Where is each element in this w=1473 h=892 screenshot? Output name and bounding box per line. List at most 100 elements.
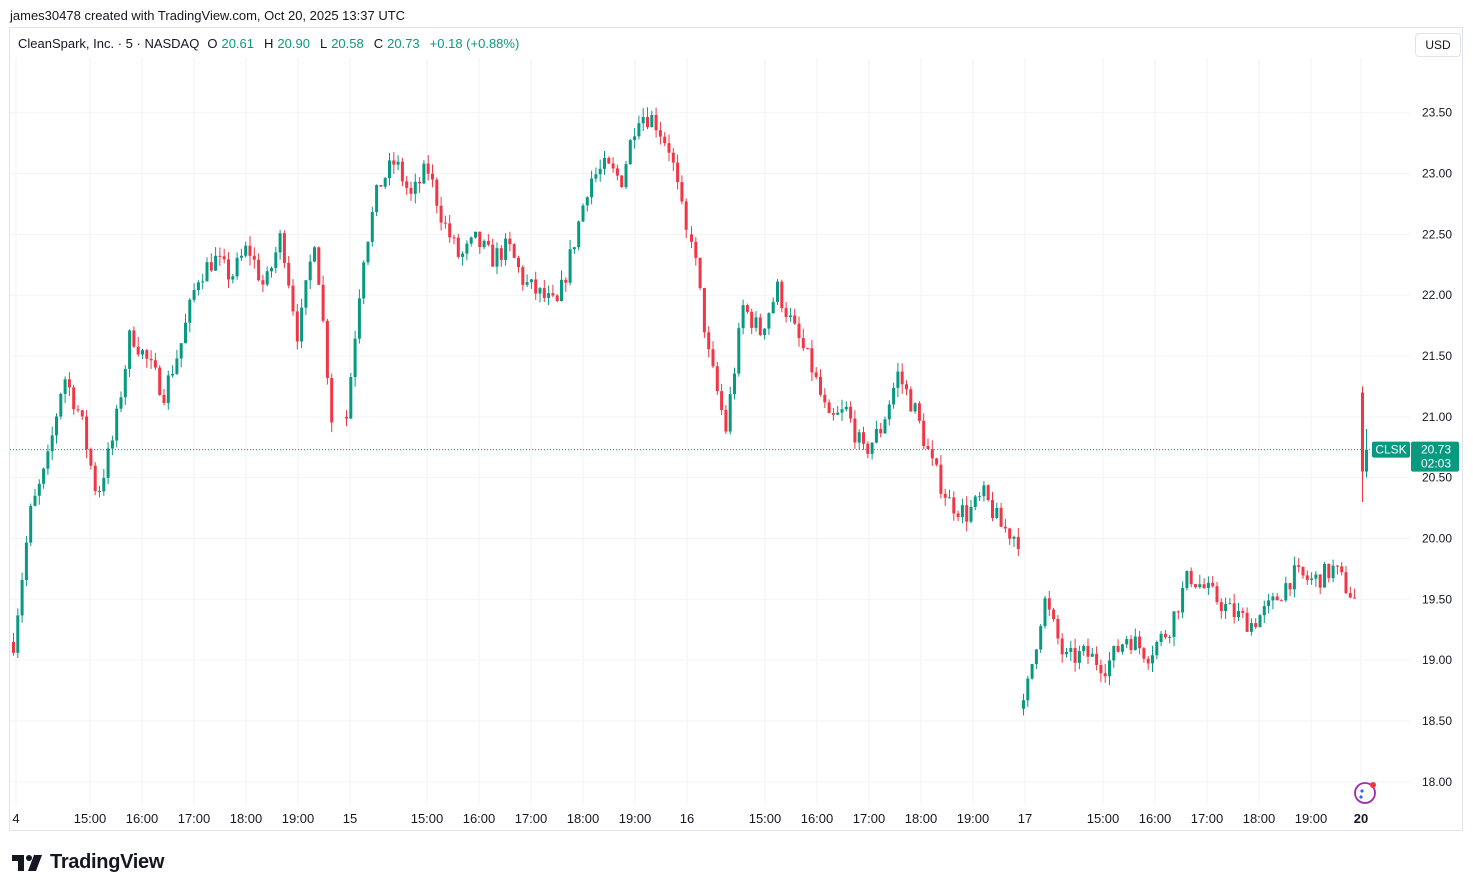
candle-body: [1194, 584, 1197, 588]
candle-body: [694, 241, 698, 258]
candle-body: [939, 464, 943, 494]
candle-body: [534, 279, 538, 294]
candle-body: [1090, 653, 1094, 657]
candle-body: [12, 641, 15, 653]
candle-body: [1003, 526, 1007, 529]
candle-body: [123, 368, 127, 398]
candle-body: [149, 358, 153, 361]
candle-body: [512, 244, 516, 258]
candle-body: [823, 394, 827, 403]
candle-body: [1198, 584, 1202, 588]
candle-body: [396, 161, 400, 165]
time-axis[interactable]: 4 15:00 16:00 17:00 18:00 19:00 15 15:00 16:00 17…: [12, 811, 1368, 826]
candle-body: [1323, 563, 1326, 588]
candle-body: [745, 305, 749, 312]
candle-body: [538, 288, 542, 294]
candle-body: [733, 373, 736, 395]
candle-body: [690, 234, 693, 242]
candle-body: [132, 330, 136, 347]
candle-body: [930, 449, 934, 459]
candle-body: [1052, 609, 1056, 619]
candle-body: [853, 418, 857, 443]
candle-body: [1202, 584, 1206, 588]
candle-body: [581, 205, 585, 222]
candle-body: [110, 440, 114, 449]
candle-body: [637, 123, 641, 137]
time-tick-label: 17:00: [515, 811, 548, 826]
candle-body: [879, 428, 883, 434]
time-tick-label: 19:00: [619, 811, 652, 826]
candle-body: [366, 241, 370, 263]
time-tick-label: 18:00: [567, 811, 600, 826]
candle-body: [291, 285, 295, 312]
price-tick-label: 20.50: [1422, 471, 1452, 485]
candle-body: [827, 402, 831, 414]
candle-body: [499, 248, 503, 260]
price-tick-label: 19.00: [1422, 653, 1452, 667]
candle-body: [1258, 615, 1262, 628]
candle-body: [1254, 623, 1258, 628]
candle-body: [1065, 651, 1068, 655]
candle-body: [982, 485, 986, 497]
candle-body: [504, 238, 508, 260]
candle-body: [158, 367, 162, 396]
price-tick-label: 23.00: [1422, 167, 1452, 181]
sparkle-assistant-icon[interactable]: [1354, 782, 1376, 804]
candle-body: [952, 497, 956, 514]
time-tick-label: 18:00: [230, 811, 263, 826]
candle-body: [900, 371, 904, 385]
candle-body: [231, 276, 235, 280]
candle-body: [521, 267, 525, 285]
candle-body: [1034, 649, 1038, 665]
candle-body: [409, 187, 413, 194]
candle-body: [973, 496, 977, 507]
open-value: 20.61: [221, 36, 255, 51]
candle-body: [763, 328, 767, 336]
candle-body: [153, 360, 157, 368]
candle-body: [948, 497, 951, 499]
candle-body: [870, 442, 874, 454]
price-axis[interactable]: 18.00 18.50 19.00 19.50 20.00 20.50 21.00 21.50…: [1422, 106, 1452, 789]
candle-body: [1155, 641, 1159, 656]
candle-body: [72, 387, 76, 410]
candles: [12, 107, 1368, 716]
candle-body: [1314, 574, 1318, 579]
candle-body: [1069, 648, 1073, 652]
candle-body: [345, 416, 348, 419]
time-tick-label: 19:00: [957, 811, 990, 826]
candle-body: [261, 280, 265, 285]
candle-body: [508, 238, 512, 245]
candle-body: [1249, 623, 1253, 632]
currency-button[interactable]: USD: [1415, 33, 1461, 57]
bar-countdown-label: 02:03: [1421, 457, 1451, 471]
candle-body: [461, 253, 465, 257]
candle-body: [810, 348, 814, 373]
candle-body: [628, 140, 632, 165]
candle-body: [252, 255, 256, 260]
candle-body: [684, 201, 688, 230]
candle-body: [357, 298, 361, 339]
candle-body: [278, 233, 282, 253]
candle-body: [943, 493, 947, 498]
close-value: 20.73: [387, 36, 420, 51]
candle-body: [525, 282, 529, 285]
candle-body: [663, 136, 667, 144]
symbol-description[interactable]: CleanSpark, Inc. · 5 · NASDAQ: [18, 36, 200, 51]
time-tick-label: 16:00: [1139, 811, 1172, 826]
candle-body: [969, 506, 973, 522]
candle-body: [844, 406, 848, 410]
candle-body: [1327, 563, 1331, 579]
last-price-box: [1411, 441, 1459, 472]
candle-body: [1077, 651, 1081, 663]
candle-body: [1120, 644, 1124, 652]
candle-body: [1262, 606, 1266, 616]
candle-body: [1241, 611, 1245, 613]
candle-body: [698, 257, 702, 288]
candle-body: [857, 432, 861, 443]
brand[interactable]: TradingView: [12, 851, 164, 874]
candle-body: [24, 542, 28, 581]
candle-body: [37, 483, 41, 496]
candle-body: [776, 281, 779, 302]
candle-body: [136, 346, 140, 355]
